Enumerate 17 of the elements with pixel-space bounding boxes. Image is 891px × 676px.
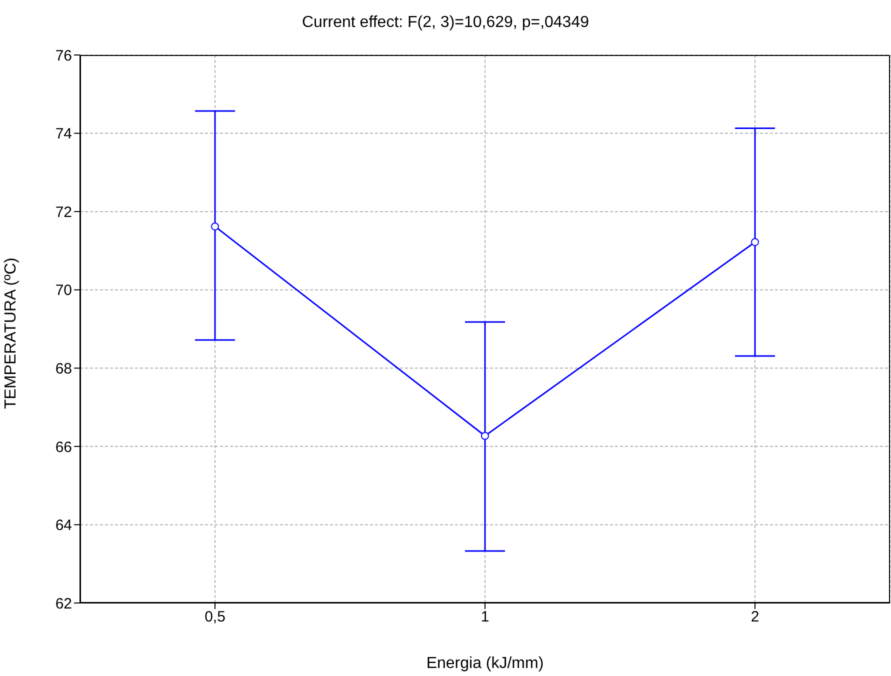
chart-title: Current effect: F(2, 3)=10,629, p=,04349 — [301, 14, 590, 32]
point — [211, 222, 219, 230]
y-tick-label: 74 — [55, 126, 72, 143]
y-tick-label: 72 — [55, 204, 72, 221]
x-tick-label: 2 — [750, 608, 760, 626]
x-tick-label: 0,5 — [204, 608, 226, 626]
x-tick-label: 1 — [480, 608, 490, 626]
point — [481, 432, 489, 440]
y-tick-label: 68 — [55, 360, 72, 378]
y-tick-label: 62 — [55, 595, 72, 612]
y-tick-label: 70 — [55, 282, 72, 300]
x-axis-title: Energia (kJ/mm) — [426, 655, 544, 672]
y-axis-title: TEMPERATURA (ºC) — [2, 258, 20, 409]
y-tick-label: 66 — [55, 438, 72, 456]
y-tick-label: 64 — [55, 517, 72, 534]
y-tick-label: 76 — [55, 47, 72, 64]
point — [751, 238, 759, 246]
